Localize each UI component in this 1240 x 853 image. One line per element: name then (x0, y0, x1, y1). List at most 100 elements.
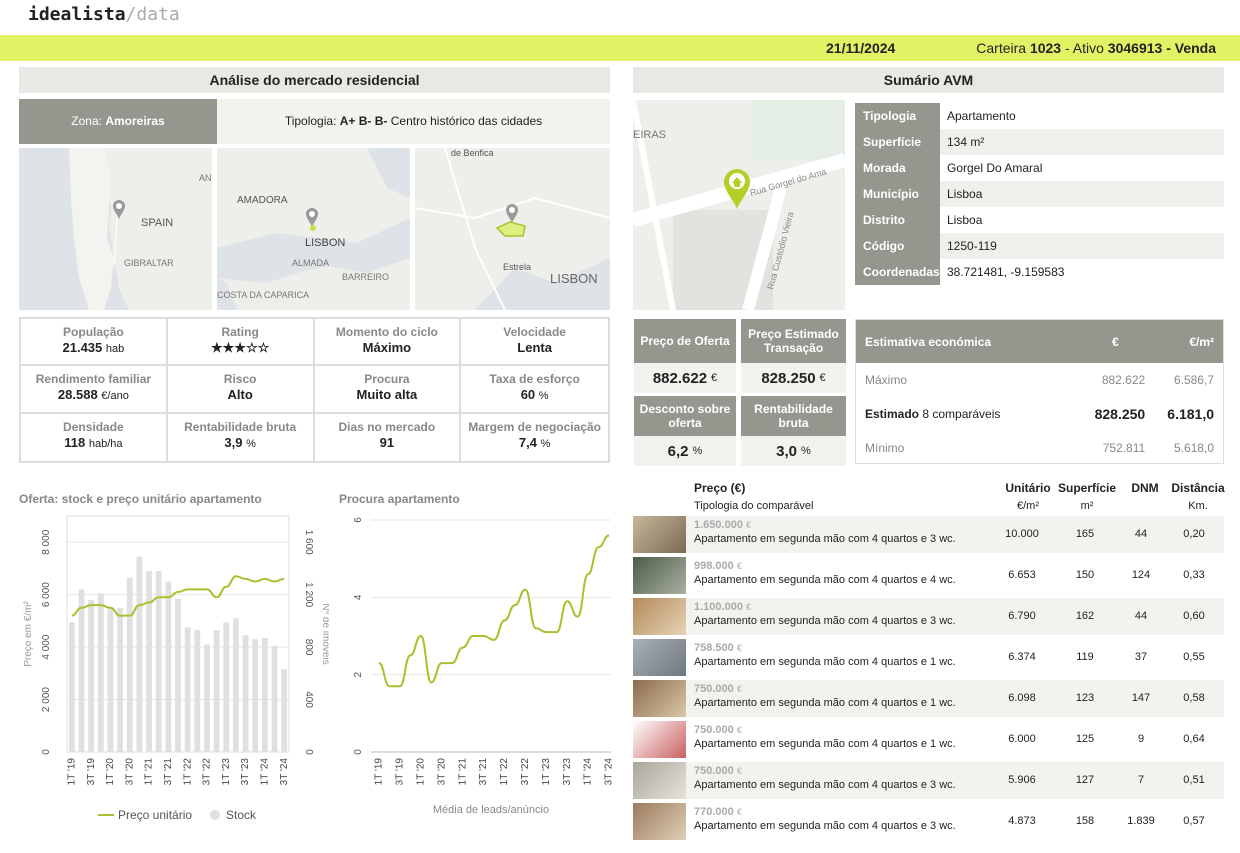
stock-bar (184, 627, 191, 752)
detail-key: Código postal (855, 233, 940, 279)
comparable-row[interactable]: 758.500 € Apartamento em segunda mão com … (633, 639, 1224, 676)
detail-value: 1250-119 (940, 233, 1224, 259)
comparable-photo[interactable] (633, 557, 686, 594)
comparable-row[interactable]: 998.000 € Apartamento em segunda mão com … (633, 557, 1224, 594)
comparable-photo[interactable] (633, 516, 686, 553)
comparable-surface: 123 (1075, 692, 1095, 704)
stat-cell: Rentabilidade bruta 3,9 % (168, 413, 315, 461)
stat-value-row: 118 hab/ha (21, 435, 166, 450)
y-tick-label: 8 000 (41, 529, 52, 554)
stock-bar (88, 599, 95, 752)
map-country[interactable]: SPAIN GIBRALTAR AN (19, 148, 212, 310)
y-tick-label: 2 (353, 671, 364, 677)
comparable-price: 998.000 (694, 560, 734, 572)
estimated-price-label: Preço Estimado Transação (741, 319, 846, 363)
stat-value-row: 7,4 % (461, 435, 608, 450)
detail-key: Morada (855, 155, 940, 181)
stat-label: População (63, 325, 124, 339)
stat-value: Máximo (362, 340, 412, 355)
comparable-photo[interactable] (633, 762, 686, 799)
stat-value-row: 28.588 €/ano (21, 387, 166, 402)
comp-distance-header: Distância (1171, 481, 1225, 495)
stock-bar (261, 637, 268, 752)
comparable-price: 750.000 (694, 765, 734, 777)
x-tick-label: 1T '22 (499, 758, 510, 786)
comparable-dnm: 1.839 (1127, 815, 1155, 827)
map-label: AN (199, 173, 212, 183)
leads-line (378, 534, 610, 688)
comparable-dnm: 44 (1134, 528, 1148, 540)
map-zone[interactable]: de Benfica Estrela LISBON (415, 148, 610, 310)
stock-bar (117, 607, 123, 752)
stat-value: 3,9 (224, 434, 243, 450)
stat-label: Rentabilidade bruta (184, 419, 297, 434)
x-tick-label: 3T '20 (124, 758, 135, 786)
location-pin-icon (506, 204, 518, 224)
comparable-photo[interactable] (633, 803, 686, 840)
x-tick-label: 1T '23 (221, 758, 232, 786)
comparable-row[interactable]: 1.100.000 € Apartamento em segunda mão co… (633, 598, 1224, 635)
property-details: Tipologia Apartamento Superfície 134 m² Mora… (855, 103, 1224, 285)
comparable-photo[interactable] (633, 680, 686, 717)
comparable-row[interactable]: 750.000 € Apartamento em segunda mão com … (633, 762, 1224, 799)
y-tick-label: 0 (41, 749, 52, 755)
estimated-price-value: 828.250 € (741, 363, 846, 393)
y-tick-label: 4 000 (41, 634, 52, 659)
comparable-unit-price: 6.374 (1008, 651, 1036, 663)
detail-row: Distrito Lisboa (855, 207, 1224, 233)
x-tick-label: 3T '24 (279, 758, 290, 786)
comparable-unit-price: 6.790 (1008, 610, 1036, 622)
comparable-description: Apartamento em segunda mão com 4 quartos… (694, 738, 956, 750)
stat-value: 7,4 (518, 434, 537, 450)
property-map[interactable]: EIRAS Rua Gorgel do Ama Rua Custódio Vie… (633, 100, 845, 310)
comparable-info: 750.000 € Apartamento em segunda mão com … (686, 762, 996, 799)
stat-value: 91 (379, 434, 395, 450)
detail-value: 134 m² (940, 129, 1224, 155)
yield-label: Rentabilidade bruta (741, 396, 846, 436)
stat-unit: hab (105, 343, 125, 355)
comparable-unit-price: 10.000 (1005, 528, 1039, 540)
y2-tick-label: 1 200 (303, 582, 314, 607)
portfolio-info: Carteira 1023 - Ativo 3046913 - Venda (976, 40, 1216, 56)
comparable-row[interactable]: 750.000 € Apartamento em segunda mão com … (633, 721, 1224, 758)
comparable-photo[interactable] (633, 639, 686, 676)
map-label: LISBON (305, 237, 345, 249)
comparable-dnm: 7 (1137, 774, 1145, 786)
detail-key: Município (855, 181, 940, 207)
comparable-distance: 0,55 (1183, 651, 1205, 663)
map-label: ALMADA (292, 258, 329, 268)
estimate-main-row: Estimado 8 comparáveis 828.250 6.181,0 (865, 406, 1214, 422)
legend-label: Preço unitário (118, 808, 193, 822)
x-tick-label: 1T '23 (541, 758, 552, 786)
comp-type-header: Tipologia do comparável (694, 500, 814, 512)
stat-cell: Dias no mercado 91 (315, 413, 462, 461)
stat-value: 60 (520, 387, 536, 403)
y2-tick-label: 800 (303, 639, 314, 656)
x-tick-label: 1T '24 (583, 758, 594, 786)
price-line (71, 575, 285, 617)
x-tick-label: 3T '19 (395, 758, 406, 786)
comparable-row[interactable]: 1.650.000 € Apartamento em segunda mão co… (633, 516, 1224, 553)
comparable-photo[interactable] (633, 721, 686, 758)
stat-label: Momento do ciclo (335, 325, 438, 339)
detail-key: Distrito (855, 207, 940, 233)
stat-value: Lenta (517, 340, 552, 355)
report-date: 21/11/2024 (826, 40, 896, 56)
comparable-surface: 125 (1075, 733, 1095, 745)
map-region[interactable]: AMADORA LISBON ALMADA BARREIRO COSTA DA … (217, 148, 410, 310)
comparable-surface: 150 (1075, 569, 1095, 581)
stock-bar (97, 593, 104, 752)
stock-bar (223, 622, 230, 752)
comparable-row[interactable]: 750.000 € Apartamento em segunda mão com … (633, 680, 1224, 717)
comparable-info: 770.000 € Apartamento em segunda mão com … (686, 803, 996, 840)
stat-cell: Rating ★★★☆☆ (167, 319, 315, 367)
detail-key: Coordenadas (855, 259, 940, 285)
logo: idealista/data (28, 4, 180, 25)
comparable-photo[interactable] (633, 598, 686, 635)
stat-unit: % (538, 390, 549, 403)
stat-cell: População 21.435 hab (21, 319, 168, 367)
stock-bar (126, 577, 133, 752)
comparable-row[interactable]: 770.000 € Apartamento em segunda mão com … (633, 803, 1224, 840)
chart2-title: Procura apartamento (339, 492, 460, 506)
economic-estimate: Estimativa económica € €/m² Máximo 882.6… (855, 319, 1224, 464)
